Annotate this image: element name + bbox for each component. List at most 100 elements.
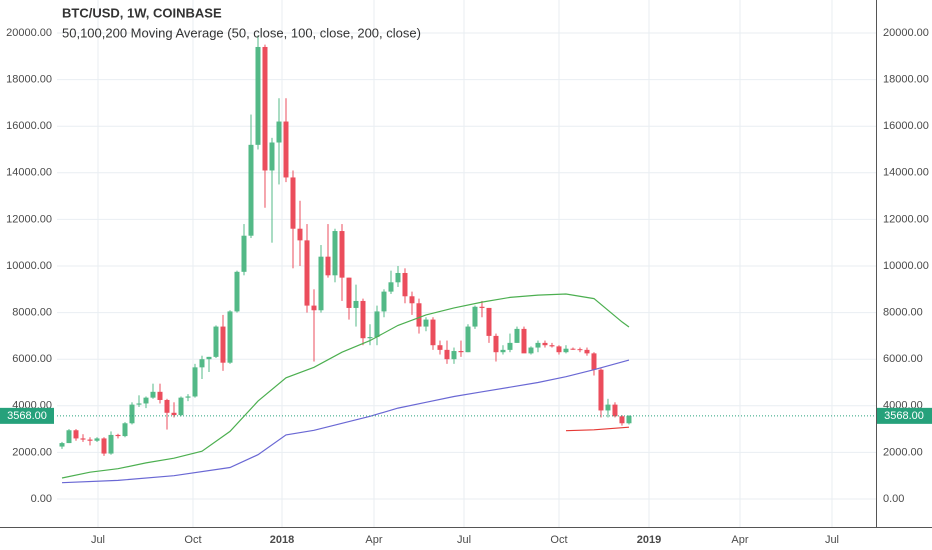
candle-body bbox=[367, 337, 373, 339]
y-tick-label: 16000.00 bbox=[883, 120, 929, 132]
candle-body bbox=[143, 397, 149, 404]
candle-body bbox=[619, 416, 625, 424]
last-price-box bbox=[877, 407, 932, 424]
x-tick-label: Oct bbox=[184, 534, 201, 546]
candle-body bbox=[381, 291, 387, 312]
candle-body bbox=[458, 351, 464, 353]
y-tick-label: 2000.00 bbox=[12, 446, 52, 458]
candle-body bbox=[150, 391, 156, 398]
candle-body bbox=[416, 303, 422, 327]
candle-body bbox=[255, 46, 261, 145]
candle-body bbox=[185, 396, 191, 398]
candle-body bbox=[479, 306, 485, 308]
candle-body bbox=[94, 438, 100, 441]
x-tick-label: Jul bbox=[825, 534, 839, 546]
candle-body bbox=[535, 342, 541, 348]
candle-body bbox=[192, 367, 198, 397]
candle-body bbox=[430, 319, 436, 346]
y-tick-label: 2000.00 bbox=[883, 446, 923, 458]
candle-body bbox=[444, 349, 450, 360]
moving-average-line bbox=[565, 426, 630, 432]
candle-body bbox=[626, 415, 632, 424]
candle-body bbox=[332, 231, 338, 276]
y-tick-label: 12000.00 bbox=[6, 213, 52, 225]
candle-body bbox=[241, 235, 247, 272]
candle-body bbox=[514, 328, 520, 343]
candle-body bbox=[234, 271, 240, 312]
candle-body bbox=[388, 282, 394, 292]
grid bbox=[57, 0, 876, 527]
y-tick-label: 14000.00 bbox=[883, 167, 929, 179]
candle-body bbox=[178, 397, 184, 416]
x-tick-label: Oct bbox=[550, 534, 567, 546]
candle-body bbox=[353, 300, 359, 308]
candle-body bbox=[206, 356, 212, 360]
candle-body bbox=[395, 272, 401, 283]
candle-body bbox=[598, 369, 604, 411]
candle-body bbox=[136, 403, 142, 405]
candle-body bbox=[556, 346, 562, 353]
candle-body bbox=[283, 121, 289, 178]
candle-body bbox=[465, 326, 471, 353]
x-tick-label: 2019 bbox=[637, 534, 661, 546]
last-price-box bbox=[0, 407, 54, 424]
y-tick-label: 20000.00 bbox=[6, 27, 52, 39]
candle-body bbox=[87, 439, 93, 441]
x-tick-label: 2018 bbox=[270, 534, 294, 546]
y-tick-label: 18000.00 bbox=[883, 73, 929, 85]
plot bbox=[57, 35, 876, 484]
candle-body bbox=[199, 359, 205, 368]
candle-body bbox=[374, 311, 380, 338]
candle-body bbox=[248, 144, 254, 236]
candle-body bbox=[290, 177, 296, 229]
candle-body bbox=[262, 46, 268, 171]
candle-body bbox=[115, 434, 121, 437]
candle-body bbox=[213, 326, 219, 357]
candle-body bbox=[570, 348, 576, 350]
y-tick-label: 8000.00 bbox=[12, 306, 52, 318]
candle-body bbox=[402, 272, 408, 297]
candle-body bbox=[493, 335, 499, 353]
candle-body bbox=[304, 240, 310, 306]
candle-body bbox=[472, 306, 478, 327]
candle-body bbox=[101, 438, 107, 454]
candle-body bbox=[164, 399, 170, 413]
candle-body bbox=[437, 345, 443, 350]
y-tick-label: 14000.00 bbox=[6, 167, 52, 179]
y-tick-label: 6000.00 bbox=[883, 353, 923, 365]
candle-body bbox=[528, 347, 534, 354]
last-price-label: 3568.00 bbox=[884, 410, 924, 422]
candle-body bbox=[325, 256, 331, 276]
x-tick-label: Jul bbox=[457, 534, 471, 546]
candle-body bbox=[577, 349, 583, 351]
candle-body bbox=[549, 345, 555, 347]
candle-body bbox=[486, 307, 492, 336]
y-tick-label: 0.00 bbox=[883, 493, 904, 505]
candle-body bbox=[346, 277, 352, 308]
y-tick-label: 12000.00 bbox=[883, 213, 929, 225]
x-tick-label: Jul bbox=[91, 534, 105, 546]
candle-body bbox=[521, 328, 527, 354]
moving-average-line bbox=[61, 359, 630, 484]
candle-body bbox=[66, 430, 72, 444]
candle-body bbox=[591, 353, 597, 370]
y-tick-label: 10000.00 bbox=[6, 260, 52, 272]
candle-body bbox=[108, 434, 114, 454]
x-tick-label: Apr bbox=[365, 534, 382, 546]
candle-body bbox=[227, 311, 233, 363]
y-tick-label: 6000.00 bbox=[12, 353, 52, 365]
candle-body bbox=[360, 300, 366, 339]
candle-body bbox=[157, 391, 163, 400]
candle-body bbox=[451, 351, 457, 360]
candle-body bbox=[80, 438, 86, 440]
last-price-label: 3568.00 bbox=[7, 410, 47, 422]
y-tick-label: 20000.00 bbox=[883, 27, 929, 39]
candle-body bbox=[171, 412, 177, 416]
candle-body bbox=[73, 430, 79, 439]
y-tick-label: 18000.00 bbox=[6, 73, 52, 85]
x-tick-label: Apr bbox=[731, 534, 748, 546]
y-tick-label: 8000.00 bbox=[883, 306, 923, 318]
candle-body bbox=[297, 228, 303, 241]
